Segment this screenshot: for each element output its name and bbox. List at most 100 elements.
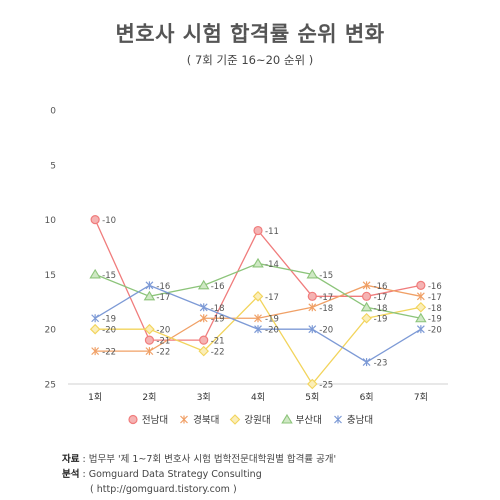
series-4-data-label: -19 <box>428 315 442 325</box>
series-4-point <box>360 301 373 312</box>
series-3-point <box>307 378 318 390</box>
legend-item: 전남대 <box>127 412 168 426</box>
series-2-data-label: -22 <box>102 348 116 358</box>
legend-marker <box>128 414 138 425</box>
x-tick-label: 6회 <box>360 392 374 403</box>
series-4-data-label: -15 <box>319 271 333 281</box>
series-5-data-label: -23 <box>374 359 388 369</box>
series-2-data-label: -19 <box>211 315 225 325</box>
series-4-point <box>306 268 319 279</box>
analysis-text: : Gomguard Data Strategy Consulting <box>79 469 262 480</box>
legend-item: 부산대 <box>280 412 322 426</box>
legend-marker <box>333 415 342 424</box>
series-1-data-label: -16 <box>428 282 442 292</box>
series-5-data-label: -20 <box>265 326 279 336</box>
series-4-point <box>415 312 427 323</box>
legend-marker-icon <box>230 414 241 425</box>
chart-subtitle: ( 7회 기준 16~20 순위 ) <box>0 52 500 68</box>
series-5-point <box>362 358 371 367</box>
legend-item: 충남대 <box>332 412 373 426</box>
series-4-data-label: -17 <box>156 293 170 303</box>
series-2-point <box>199 314 208 323</box>
y-tick-label: 20 <box>45 326 57 336</box>
series-1-point <box>307 291 317 301</box>
series-5-point <box>416 325 425 334</box>
series-2-data-label: -19 <box>265 315 279 325</box>
series-2-data-label: -18 <box>319 304 333 314</box>
series-3-data-label: -20 <box>102 326 116 336</box>
series-2-point <box>145 347 154 356</box>
series-4-point <box>143 290 156 301</box>
legend-label: 충남대 <box>346 415 374 426</box>
y-tick-label: 25 <box>45 381 56 391</box>
series-1-point <box>144 335 155 345</box>
series-1-point <box>199 335 209 345</box>
series-1-point <box>90 215 100 225</box>
url-line: ( http://gomguard.tistory.com ) <box>90 484 237 495</box>
series-3-point <box>415 302 427 313</box>
legend-marker <box>180 415 189 424</box>
legend-marker-icon <box>180 415 189 424</box>
source-text: : 법무부 '제 1~7회 변호사 시험 법학전문대학원별 합격률 공개' <box>79 454 337 465</box>
subtitle-suffix: 순위 ) <box>280 53 314 67</box>
legend-marker <box>230 414 241 425</box>
series-2-data-label: -17 <box>428 293 442 303</box>
series-1-data-label: -11 <box>265 227 279 237</box>
series-3-data-label: -25 <box>319 381 333 391</box>
series-1-point <box>416 280 426 290</box>
legend-marker <box>280 413 293 424</box>
y-tick-label: 0 <box>50 107 56 117</box>
series-3-point <box>198 345 209 357</box>
series-3-point <box>252 291 264 302</box>
series-1-data-label: -17 <box>319 293 333 303</box>
series-5-point <box>91 314 100 323</box>
series-5-point <box>308 325 317 334</box>
series-5-data-label: -18 <box>211 304 225 314</box>
series-3-point <box>89 323 101 335</box>
legend-item: 경북대 <box>178 412 219 426</box>
series-1-data-label: -21 <box>211 337 225 347</box>
series-4-data-label: -14 <box>265 260 279 270</box>
series-4-data-label: -16 <box>211 282 225 292</box>
x-tick-label: 3회 <box>197 392 211 403</box>
chart-footer: 자료 : 법무부 '제 1~7회 변호사 시험 법학전문대학원별 합격률 공개'… <box>62 452 336 497</box>
legend-label: 경북대 <box>193 415 220 426</box>
x-tick-label: 7회 <box>414 392 428 403</box>
series-4-point <box>89 268 101 279</box>
series-4-data-label: -18 <box>374 304 388 314</box>
x-tick-label: 4회 <box>251 392 265 403</box>
analysis-label: 분석 <box>62 469 80 480</box>
y-tick-label: 10 <box>45 216 57 226</box>
series-5-point <box>254 325 262 334</box>
series-3-data-label: -20 <box>156 326 170 336</box>
series-4-data-label: -15 <box>102 271 116 281</box>
x-tick-label: 5회 <box>305 392 319 403</box>
series-2-point <box>254 314 262 323</box>
legend-marker-icon <box>128 414 138 425</box>
series-2-point <box>362 281 371 290</box>
subtitle-prefix: ( 7회 기준 <box>186 53 242 67</box>
series-5-data-label: -19 <box>102 315 116 325</box>
series-3-data-label: -18 <box>428 304 442 314</box>
series-1-data-label: -10 <box>102 216 116 226</box>
y-tick-label: 15 <box>45 271 56 281</box>
series-4-line <box>94 262 421 319</box>
analysis-line: 분석 : Gomguard Data Strategy Consulting <box>62 467 336 482</box>
series-2-data-label: -16 <box>374 282 388 292</box>
series-2-data-label: -22 <box>156 348 170 358</box>
chart-title: 변호사 시험 합격률 순위 변화 <box>115 22 385 46</box>
y-tick-label: 5 <box>50 161 56 171</box>
x-tick-label: 1회 <box>88 392 102 403</box>
series-2-point <box>308 303 317 312</box>
series-5-data-label: -20 <box>319 326 333 336</box>
series-5-data-label: -16 <box>156 282 170 292</box>
series-2-point <box>416 292 425 301</box>
series-3-line <box>95 295 421 386</box>
series-1-point <box>361 291 372 301</box>
source-label: 자료 <box>62 454 80 465</box>
legend-label: 부산대 <box>295 415 322 426</box>
series-3-point <box>361 312 372 324</box>
series-3-data-label: -17 <box>265 293 279 303</box>
legend-marker-icon <box>280 413 293 424</box>
